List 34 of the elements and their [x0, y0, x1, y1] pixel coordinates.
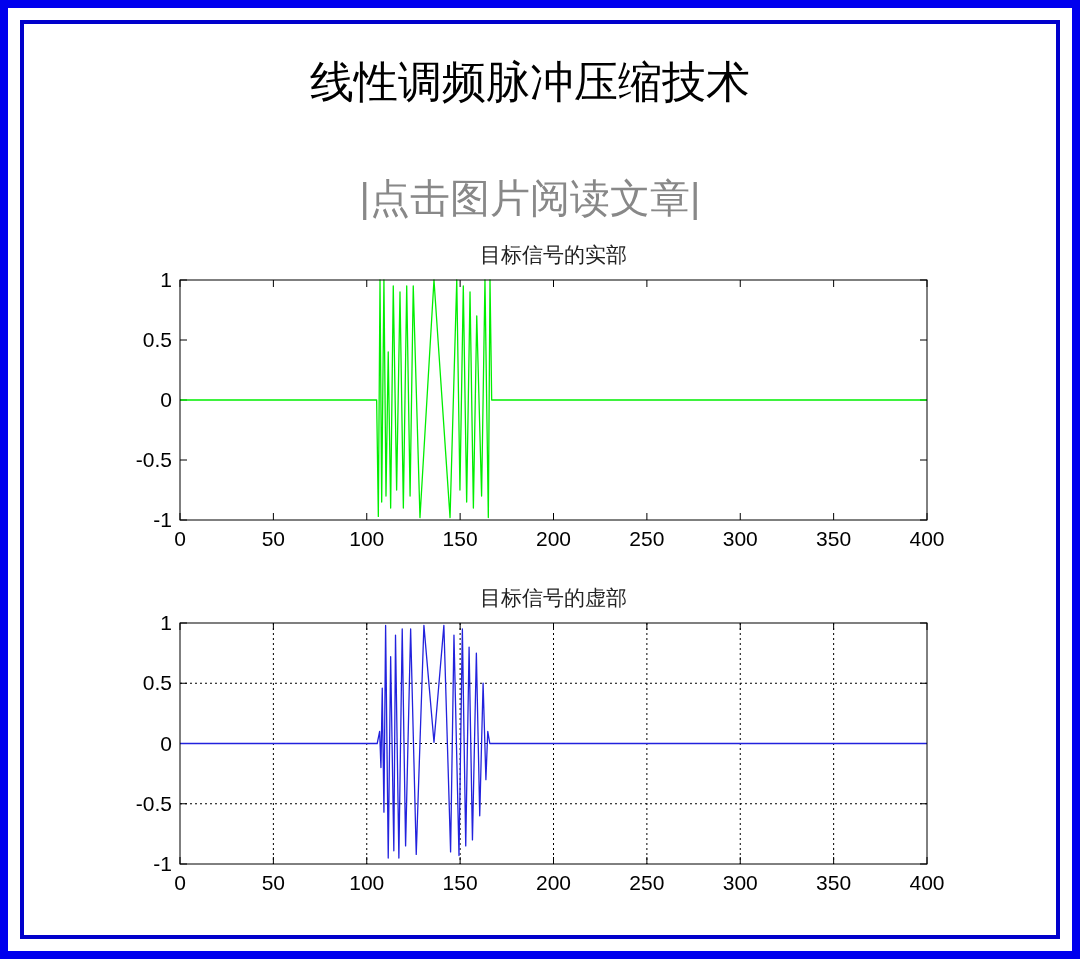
text: |点击图片阅读文章| [359, 176, 701, 220]
x-tick-label: 100 [349, 527, 385, 550]
y-tick-label: -1 [153, 508, 172, 531]
x-tick-label: 250 [629, 871, 665, 894]
x-tick-label: 0 [174, 527, 186, 550]
y-tick-label: -0.5 [135, 448, 172, 471]
x-tick-label: 50 [261, 871, 286, 894]
y-tick-label: 0 [160, 731, 172, 755]
x-tick-label: 150 [442, 871, 478, 894]
y-tick-label: 1 [160, 268, 172, 291]
y-tick-label: 0 [160, 388, 172, 411]
x-tick-label: 200 [535, 527, 572, 550]
text: 线性调频脉冲压缩技术 [310, 58, 750, 107]
x-tick-label: 350 [816, 871, 852, 894]
x-tick-label: 100 [349, 871, 385, 894]
x-tick-label: 50 [261, 527, 286, 550]
x-tick-label: 300 [722, 871, 758, 894]
x-tick-label: 250 [629, 527, 665, 550]
y-tick-label: 1 [160, 611, 172, 634]
chart-title: 目标信号的虚部 [480, 586, 627, 609]
y-tick-label: 0.5 [142, 328, 172, 351]
x-tick-label: 400 [909, 527, 945, 550]
y-tick-label: -1 [153, 852, 172, 875]
x-tick-label: 200 [535, 871, 572, 894]
x-tick-label: 400 [909, 871, 945, 894]
line-series [179, 279, 928, 519]
y-tick-label: -0.5 [135, 791, 172, 815]
chart-title: 目标信号的实部 [480, 243, 627, 266]
x-tick-label: 300 [722, 527, 758, 550]
y-tick-label: 0.5 [142, 671, 172, 695]
x-tick-label: 0 [174, 871, 186, 894]
line-series [179, 624, 928, 859]
x-tick-label: 150 [442, 527, 478, 550]
x-tick-label: 350 [816, 527, 852, 550]
